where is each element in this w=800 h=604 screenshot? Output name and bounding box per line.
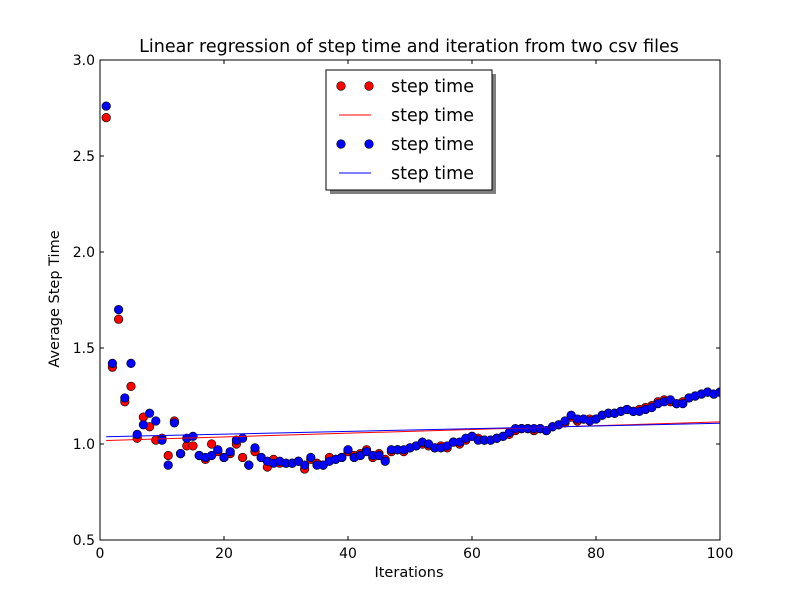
data-point [238,452,248,463]
data-point [107,358,117,368]
data-point [132,429,142,440]
data-point [126,358,136,368]
data-point [101,101,111,111]
legend-label: step time [391,135,474,155]
data-point [163,460,173,470]
y-axis-label: Average Step Time [47,230,63,367]
y-tick-label: 1.0 [73,437,95,453]
data-point [113,314,124,324]
x-tick-label: 100 [707,546,734,562]
legend-entry: step time [336,135,474,155]
series-2-markers [101,101,720,470]
legend-label: step time [391,164,474,184]
data-point [219,452,229,463]
data-point [678,399,688,409]
data-point [120,393,130,403]
legend-marker [364,139,374,149]
data-point [113,305,124,315]
x-axis-label: Iterations [374,565,443,581]
data-point [101,112,111,123]
data-point [207,450,217,461]
data-point [250,443,260,453]
data-point [374,450,384,461]
data-point [213,445,223,455]
data-point [715,387,720,397]
y-tick-label: 2.5 [73,149,95,165]
y-tick-label: 1.5 [73,341,95,357]
legend-entry: step time [339,164,474,184]
legend-label: step time [391,77,474,97]
data-point [337,452,347,463]
data-point [126,381,136,392]
legend-marker [336,81,346,91]
y-tick-label: 3.0 [73,53,95,69]
data-point [225,447,235,457]
x-tick-label: 0 [96,546,105,562]
axes: 0 20 40 60 80 100 0.5 1.0 1.5 2.0 2.5 3.0 [73,53,734,562]
data-point [380,456,390,466]
legend-entry: step time [339,106,474,126]
axes-frame [99,59,721,541]
x-tick-label: 40 [339,546,357,562]
data-point [188,441,198,451]
data-point [176,449,186,459]
x-tick-label: 20 [215,546,233,562]
legend-label: step time [391,106,474,126]
data-point [343,445,353,455]
data-point [238,433,248,443]
data-point [560,416,570,426]
data-point [163,450,173,461]
data-point [145,408,155,418]
data-point [188,431,198,441]
data-point [169,418,179,428]
data-point [306,452,316,463]
legend-box [325,69,493,191]
data-point [207,439,217,449]
x-tick-label: 60 [463,546,481,562]
y-tick-label: 2.0 [73,245,95,261]
x-tick-label: 80 [587,546,605,562]
legend-marker [364,81,374,91]
data-point [300,460,310,470]
data-point [138,420,148,430]
regression-line-3 [106,422,720,438]
legend-entry: step time [336,77,474,97]
legend: step time step time step time step time [325,69,496,194]
chart-title: Linear regression of step time and itera… [139,37,679,57]
data-point [244,460,254,470]
data-point [151,416,161,426]
y-tick-label: 0.5 [73,533,95,549]
plot-area [101,101,720,474]
legend-marker [336,139,346,149]
data-point [157,435,167,445]
